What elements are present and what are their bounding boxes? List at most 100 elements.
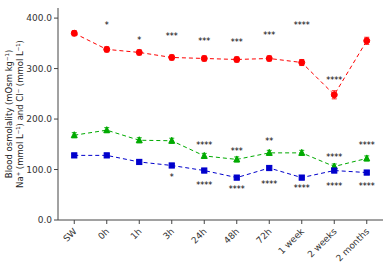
y-tick-label: 0.0 [38,215,53,225]
error-bar [332,169,337,173]
marker [169,137,175,143]
x-tick [269,220,270,224]
error-bar [72,153,77,157]
marker [299,60,305,66]
marker [299,175,304,180]
error-bar [234,176,239,180]
x-tick-label: 1h [129,226,144,241]
error-bar [202,56,207,61]
marker [266,55,272,61]
error-bar [137,160,142,164]
marker [234,175,239,180]
series-line [74,130,367,166]
marker [71,30,77,36]
annotation: *** [198,37,210,46]
error-bar [267,150,272,155]
annotation: * [105,21,109,30]
annotations: ****************************************… [105,21,375,194]
error-bar [299,59,304,65]
error-bar [169,138,174,143]
annotation: ** [265,137,273,146]
x-tick-label: 72h [254,226,273,245]
marker [104,153,109,158]
annotation: *** [166,32,178,41]
annotation: **** [294,184,310,193]
y-tick-label: 400.0 [26,13,52,23]
error-bar [104,153,109,157]
y-tick [54,169,58,170]
marker [71,132,77,138]
error-bar [267,56,272,61]
annotation: **** [326,182,342,191]
error-bar [169,55,174,60]
annotation: **** [196,181,212,190]
marker [364,170,369,175]
marker [332,168,337,173]
marker [299,149,305,155]
annotation: **** [261,180,277,189]
y-tick-label: 200.0 [26,114,52,124]
x-tick-label: SW [61,226,78,243]
error-bar [137,138,142,143]
y-tick [54,119,58,120]
error-bar [299,150,304,155]
error-bar [364,37,369,44]
error-bar [104,128,109,133]
y-tick [54,18,58,19]
error-bar [104,47,109,52]
series [71,127,370,169]
x-tick [236,220,237,224]
marker [72,153,77,158]
y-tick-label: 100.0 [26,165,52,175]
annotation: **** [294,21,310,30]
y-tick-label: 300.0 [26,64,52,74]
x-tick [301,220,302,224]
error-bar [364,156,369,161]
plot-area [71,30,370,180]
series [71,30,370,99]
marker [364,38,370,44]
error-bar [202,169,207,173]
y-axis-label: Na⁺ (mmol L⁻¹) and Cl⁻ (mmol L⁻¹) [15,40,25,188]
annotation: **** [326,76,342,85]
x-tick [366,220,367,224]
annotation: **** [326,153,342,162]
marker [201,152,207,158]
annotation: *** [231,38,243,47]
x-tick-label: 2 months [334,226,371,263]
marker [104,46,110,52]
annotation: * [170,173,174,182]
error-bar [72,133,77,138]
marker [267,165,272,170]
marker [169,54,175,60]
error-bar [364,171,369,175]
annotation: *** [231,147,243,156]
marker [266,149,272,155]
marker [201,55,207,61]
axes: 0.0100.0200.0300.0400.0SW0h1h3h24h48h72h… [26,8,383,263]
series-line [74,33,367,95]
x-tick-label: 24h [189,226,208,245]
marker [234,156,240,162]
marker [136,49,142,55]
error-bar [267,166,272,170]
x-tick [334,220,335,224]
x-tick [74,220,75,224]
error-bar [72,31,77,36]
x-tick-label: 1 week [276,226,306,256]
marker [136,137,142,143]
marker [364,155,370,161]
annotation: **** [229,185,245,194]
x-tick [106,220,107,224]
y-tick [54,220,58,221]
error-bar [202,153,207,158]
marker [104,127,110,133]
marker [137,159,142,164]
annotation: **** [196,141,212,150]
error-bar [234,157,239,162]
error-bar [299,176,304,180]
marker [169,163,174,168]
chart: 0.0100.0200.0300.0400.0SW0h1h3h24h48h72h… [0,0,391,266]
error-bar [332,91,337,99]
x-tick-label: 48h [222,226,241,245]
